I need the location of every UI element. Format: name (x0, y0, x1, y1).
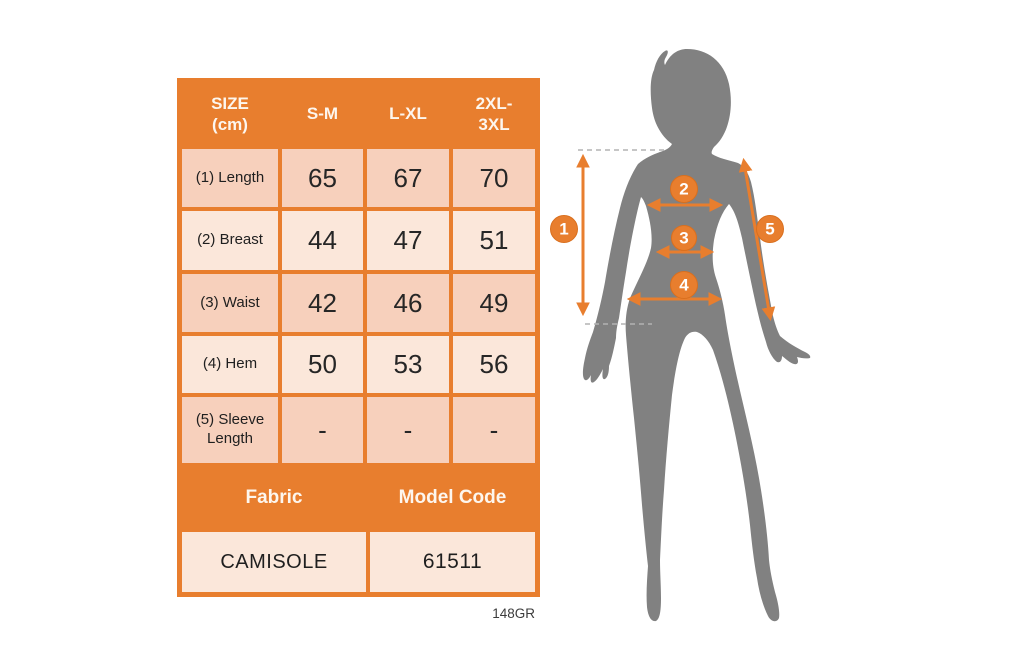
value-waist-2xl3xl: 49 (453, 274, 535, 332)
row-label-sleeve-length: (5) Sleeve Length (182, 397, 278, 463)
arrow-sleeve (738, 157, 776, 322)
row-label-length: (1) Length (182, 149, 278, 207)
fabric-value: CAMISOLE (182, 532, 366, 592)
weight-footnote: 148GR (492, 606, 535, 621)
svg-text:3: 3 (679, 229, 688, 248)
svg-text:4: 4 (679, 276, 689, 295)
value-sleeve-lxl: - (367, 397, 449, 463)
column-header-size: SIZE (cm) (182, 83, 278, 145)
svg-text:2: 2 (679, 180, 688, 199)
measure-marker-3: 3 (671, 225, 697, 251)
value-sleeve-2xl3xl: - (453, 397, 535, 463)
measure-marker-5: 5 (756, 215, 784, 243)
svg-text:1: 1 (559, 220, 568, 239)
value-waist-lxl: 46 (367, 274, 449, 332)
value-hem-lxl: 53 (367, 336, 449, 393)
row-label-breast: (2) Breast (182, 211, 278, 270)
value-length-sm: 65 (282, 149, 363, 207)
value-waist-sm: 42 (282, 274, 363, 332)
value-sleeve-sm: - (282, 397, 363, 463)
size-chart-table: SIZE (cm) S-M L-XL 2XL-3XL (1) Length 65… (177, 78, 540, 597)
fabric-model-grid: Fabric Model Code CAMISOLE 61511 (182, 467, 535, 592)
column-header-2xl3xl: 2XL-3XL (453, 83, 535, 145)
measure-marker-1: 1 (550, 215, 578, 243)
female-silhouette (582, 49, 811, 622)
size-grid: SIZE (cm) S-M L-XL 2XL-3XL (1) Length 65… (182, 83, 535, 463)
value-breast-sm: 44 (282, 211, 363, 270)
value-hem-2xl3xl: 56 (453, 336, 535, 393)
model-code-header: Model Code (370, 467, 535, 528)
value-breast-2xl3xl: 51 (453, 211, 535, 270)
measurement-figure: 1 2 3 4 5 (550, 49, 811, 622)
value-length-lxl: 67 (367, 149, 449, 207)
fabric-header: Fabric (182, 467, 366, 528)
value-length-2xl3xl: 70 (453, 149, 535, 207)
row-label-waist: (3) Waist (182, 274, 278, 332)
value-hem-sm: 50 (282, 336, 363, 393)
row-label-hem: (4) Hem (182, 336, 278, 393)
model-code-value: 61511 (370, 532, 535, 592)
column-header-lxl: L-XL (367, 83, 449, 145)
svg-text:5: 5 (765, 220, 774, 239)
value-breast-lxl: 47 (367, 211, 449, 270)
measure-marker-4: 4 (670, 271, 698, 299)
measure-marker-2: 2 (670, 175, 698, 203)
column-header-sm: S-M (282, 83, 363, 145)
